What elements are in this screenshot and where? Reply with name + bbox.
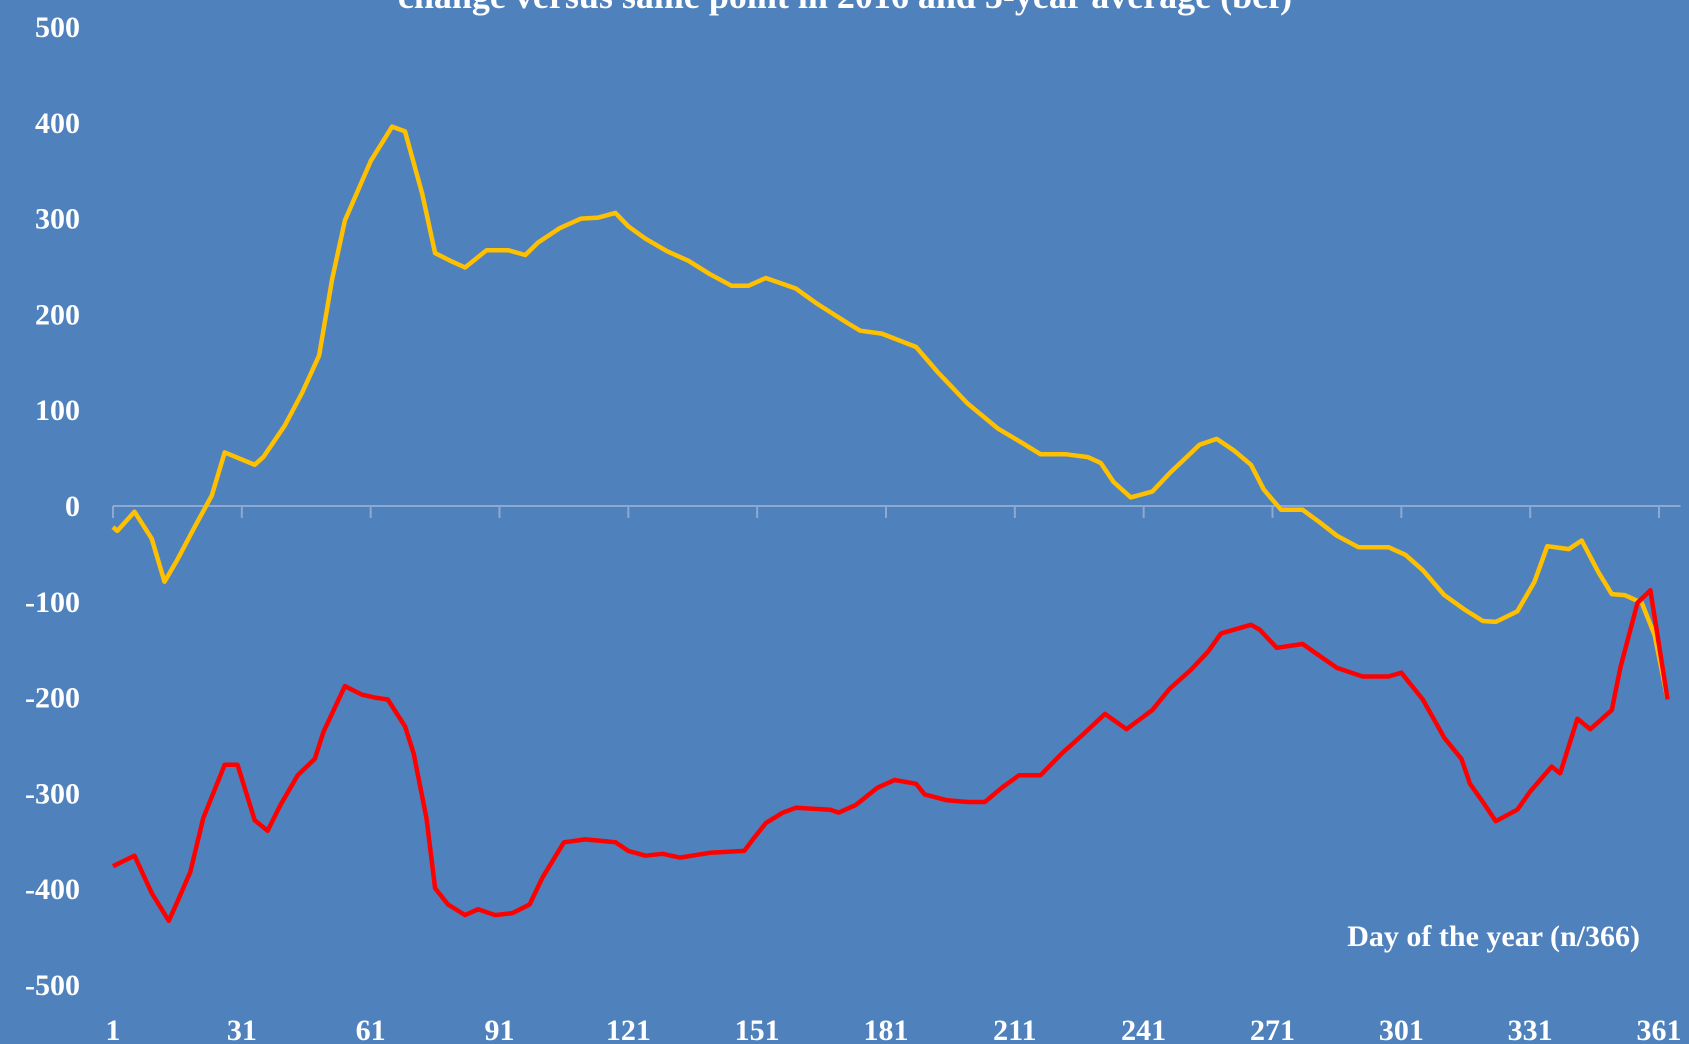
x-tick-label: 241	[1121, 1014, 1166, 1044]
y-tick-label: 200	[35, 298, 80, 331]
y-tick-label: -300	[25, 777, 80, 810]
x-tick-label: 331	[1508, 1014, 1553, 1044]
y-tick-label: 0	[65, 490, 80, 523]
line-series	[111, 124, 1670, 700]
x-tick-label: 31	[227, 1014, 257, 1044]
y-tick-label: 300	[35, 203, 80, 236]
y-tick-label: -500	[25, 969, 80, 1002]
y-tick-label: -100	[25, 586, 80, 619]
x-tick-label: 181	[864, 1014, 909, 1044]
y-tick-label: 500	[35, 11, 80, 44]
line-series	[112, 588, 1670, 924]
x-axis-annotation: Day of the year (n/366)	[1347, 920, 1640, 953]
y-tick-label: -400	[25, 873, 80, 906]
x-tick-label: 121	[606, 1014, 651, 1044]
x-tick-label: 271	[1250, 1014, 1295, 1044]
x-tick-label: 361	[1637, 1014, 1682, 1044]
x-tick-label: 151	[735, 1014, 780, 1044]
x-tick-label: 211	[993, 1014, 1036, 1044]
chart-title: change versus same point in 2016 and 5-y…	[398, 0, 1292, 16]
x-tick-label: 61	[356, 1014, 386, 1044]
x-tick-label: 301	[1379, 1014, 1424, 1044]
x-tick-label: 1	[106, 1014, 121, 1044]
y-tick-label: -200	[25, 682, 80, 715]
y-tick-label: 400	[35, 107, 80, 140]
x-tick-label: 91	[485, 1014, 515, 1044]
y-tick-label: 100	[35, 394, 80, 427]
